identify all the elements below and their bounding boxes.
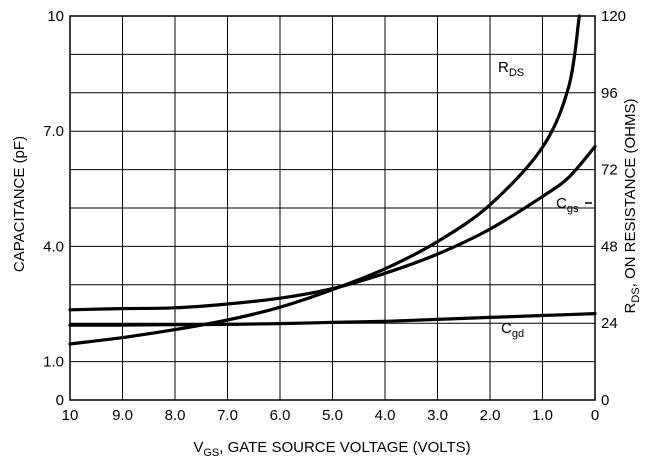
cgd-label-sub: gd	[512, 328, 524, 340]
y-right-tick-label: 96	[601, 85, 618, 102]
y-left-tick-label: 10	[47, 8, 64, 25]
x-label-rest: , GATE SOURCE VOLTAGE (VOLTS)	[219, 439, 470, 456]
y-right-axis-label: RDS, ON RESISTANCE (OHMS)	[622, 98, 642, 313]
y-right-tick-label: 48	[601, 238, 618, 255]
cgs-curve	[68, 145, 597, 312]
series-label-rds: RDS	[498, 59, 524, 79]
x-tick-label: 10	[62, 407, 79, 424]
series-label-cgd: Cgd	[501, 320, 524, 340]
cgd-curve	[68, 312, 597, 327]
x-axis-label: VGS, GATE SOURCE VOLTAGE (VOLTS)	[193, 439, 470, 459]
x-tick-label: 9.0	[112, 407, 133, 424]
x-label-sub: GS	[203, 447, 219, 459]
x-label-main: V	[193, 439, 203, 456]
x-tick-label: 2.0	[480, 407, 501, 424]
y-right-label-sub: DS	[630, 287, 642, 302]
x-tick-label: 0	[591, 407, 599, 424]
rds-label-main: R	[498, 59, 509, 76]
curves	[68, 14, 597, 346]
y-left-tick-label: 4.0	[43, 238, 64, 255]
y-left-axis-label: CAPACITANCE (pF)	[11, 136, 28, 272]
series-label-cgs: Cgs	[556, 195, 579, 215]
y-right-tick-label: 72	[601, 162, 618, 179]
rds-curve	[68, 14, 581, 346]
rds-label-sub: DS	[509, 67, 524, 79]
y-right-tick-label: 120	[601, 8, 626, 25]
cgd-label-main: C	[501, 320, 512, 337]
y-right-label-main: R	[622, 303, 639, 314]
y-left-tick-label: 0	[56, 392, 64, 409]
y-left-tick-label: 1.0	[43, 354, 64, 371]
grid	[69, 15, 596, 401]
x-tick-label: 6.0	[270, 407, 291, 424]
x-tick-label: 4.0	[375, 407, 396, 424]
cgs-label-sub: gs	[567, 203, 579, 215]
x-tick-label: 7.0	[217, 407, 238, 424]
y-right-label-rest: , ON RESISTANCE (OHMS)	[622, 98, 639, 287]
x-tick-label: 1.0	[532, 407, 553, 424]
x-tick-label: 3.0	[427, 407, 448, 424]
y-right-tick-label: 0	[601, 392, 609, 409]
x-tick-label: 8.0	[165, 407, 186, 424]
tick-labels: 10 9.0 8.0 7.0 6.0 5.0 4.0 3.0 2.0 1.0 001.04.07.0…	[43, 8, 626, 424]
x-tick-label: 5.0	[322, 407, 343, 424]
cgs-label-main: C	[556, 195, 567, 212]
y-left-tick-label: 7.0	[43, 123, 64, 140]
y-right-tick-label: 24	[601, 315, 618, 332]
